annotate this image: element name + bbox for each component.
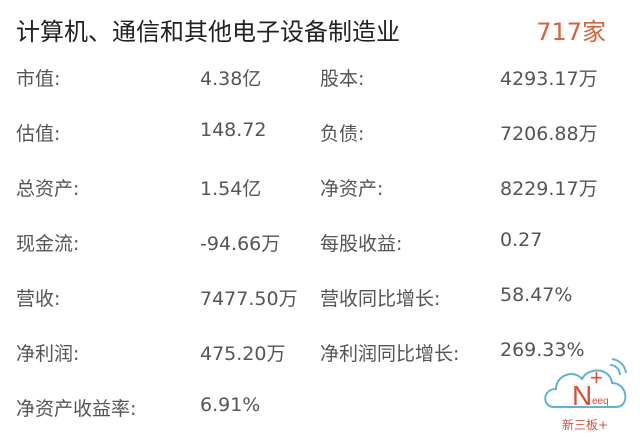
stat-value: 148.72 xyxy=(200,119,267,141)
stat-value: 4293.17万 xyxy=(500,68,598,90)
stat-value: 8229.17万 xyxy=(500,178,598,200)
stat-value: 1.54亿 xyxy=(200,178,262,200)
stat-label: 净资产收益率: xyxy=(16,398,137,420)
stat-row: 营收: 7477.50万 营收同比增长: 58.47% xyxy=(0,284,640,314)
stat-label: 股本: xyxy=(320,68,365,90)
stat-value: 6.91% xyxy=(200,394,261,416)
stat-label: 净资产: xyxy=(320,178,384,200)
neeq-logo: N + eeq 新三板+ xyxy=(544,358,627,432)
stat-label: 营收: xyxy=(16,288,61,310)
svg-text:N: N xyxy=(572,380,592,411)
svg-text:新三板+: 新三板+ xyxy=(562,417,608,432)
stat-value: 58.47% xyxy=(500,284,573,306)
stat-value: 0.27 xyxy=(500,229,543,251)
stat-row: 市值: 4.38亿 股本: 4293.17万 xyxy=(0,64,640,94)
stat-value: 269.33% xyxy=(500,339,585,361)
svg-text:eeq: eeq xyxy=(592,396,609,407)
stat-row: 现金流: -94.66万 每股收益: 0.27 xyxy=(0,229,640,259)
stat-label: 市值: xyxy=(16,68,61,90)
industry-title: 计算机、通信和其他电子设备制造业 xyxy=(16,18,400,46)
stat-label: 营收同比增长: xyxy=(320,288,441,310)
stat-row: 总资产: 1.54亿 净资产: 8229.17万 xyxy=(0,174,640,204)
stat-label: 总资产: xyxy=(16,178,80,200)
stat-label: 估值: xyxy=(16,123,61,145)
stat-row: 净资产收益率: 6.91% xyxy=(0,394,640,424)
stat-label: 现金流: xyxy=(16,233,80,255)
svg-text:+: + xyxy=(590,365,603,390)
stat-row: 估值: 148.72 负债: 7206.88万 xyxy=(0,119,640,149)
stat-value: 4.38亿 xyxy=(200,68,262,90)
stat-label: 每股收益: xyxy=(320,233,403,255)
stat-label: 净利润: xyxy=(16,343,80,365)
stat-value: 475.20万 xyxy=(200,343,286,365)
stat-value: 7477.50万 xyxy=(200,288,298,310)
stat-label: 净利润同比增长: xyxy=(320,343,460,365)
company-count[interactable]: 717家 xyxy=(536,18,606,46)
stat-row: 净利润: 475.20万 净利润同比增长: 269.33% xyxy=(0,339,640,369)
stat-value: 7206.88万 xyxy=(500,123,598,145)
stat-label: 负债: xyxy=(320,123,365,145)
stat-value: -94.66万 xyxy=(200,233,281,255)
